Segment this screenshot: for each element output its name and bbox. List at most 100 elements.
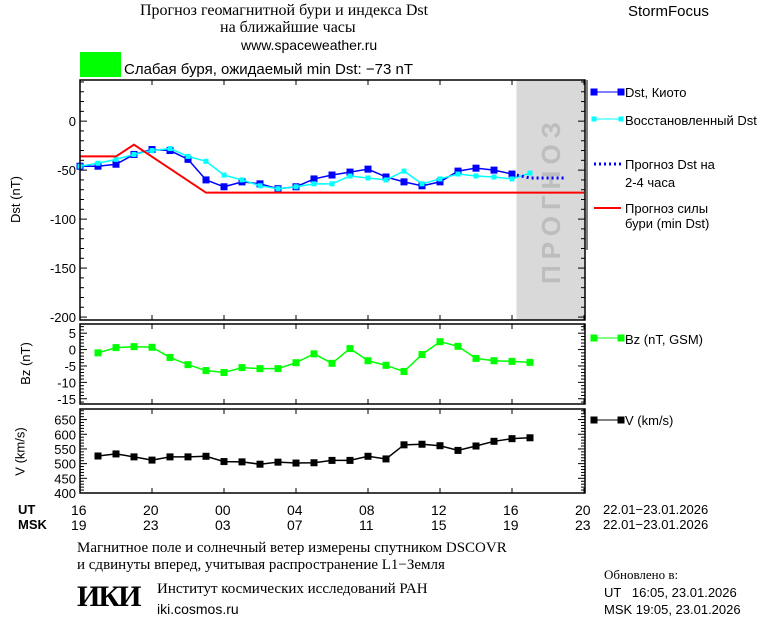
data-point — [292, 459, 300, 467]
forecast-region — [516, 80, 585, 320]
data-point — [436, 338, 444, 346]
data-point — [220, 369, 228, 377]
data-point — [364, 165, 372, 173]
data-point — [473, 173, 479, 179]
data-point — [419, 181, 425, 187]
data-point — [202, 367, 210, 375]
iki-logo: ИКИ — [77, 580, 141, 613]
legend-marker — [618, 116, 624, 122]
ut-tick-label: 20 — [143, 502, 159, 518]
y-tick-label: 450 — [54, 471, 76, 486]
data-point — [274, 458, 282, 466]
legend-marker — [617, 88, 625, 96]
ut-date-range: 22.01−23.01.2026 — [603, 502, 709, 517]
series-line-3-panel-1 — [511, 172, 566, 180]
y-tick-label: -50 — [57, 163, 76, 178]
data-point — [238, 364, 246, 372]
legend-dst-forecast: Прогноз Dst на 2-4 часа — [625, 157, 715, 190]
msk-tick-label: 23 — [575, 517, 591, 533]
series-line-2-panel-1 — [79, 147, 531, 190]
ut-tick-label: 04 — [287, 502, 303, 518]
data-point — [166, 353, 174, 361]
data-point — [130, 453, 138, 461]
data-point — [311, 181, 317, 187]
legend-marker — [617, 416, 625, 424]
legend-marker — [590, 416, 598, 424]
data-point — [490, 357, 498, 365]
data-point — [508, 435, 516, 443]
data-point — [436, 178, 444, 186]
data-point — [274, 365, 282, 373]
updated-ut: UT 16:05, 23.01.2026 — [604, 585, 737, 600]
data-point — [95, 160, 101, 166]
data-point — [490, 437, 498, 445]
data-point — [292, 359, 300, 367]
website-link[interactable]: www.spaceweather.ru — [241, 37, 378, 53]
brand-label: StormFocus — [628, 3, 709, 20]
data-point — [418, 350, 426, 358]
y-tick-label: 650 — [54, 413, 76, 428]
data-point — [310, 459, 318, 467]
data-point — [436, 442, 444, 450]
y-tick-label: -10 — [57, 375, 76, 390]
y-tick-label: -15 — [57, 392, 76, 407]
data-point — [509, 176, 515, 182]
data-point — [508, 170, 516, 178]
msk-date-range: 22.01−23.01.2026 — [603, 517, 709, 532]
data-point — [131, 151, 137, 157]
storm-status-text: Слабая буря, ожидаемый min Dst: −73 nT — [124, 61, 413, 78]
y-tick-label: 400 — [54, 486, 76, 501]
footer-note-line2: и сдвинуты вперед, учитывая распростране… — [77, 557, 445, 573]
series-line-1-panel-1 — [80, 148, 513, 190]
data-point — [310, 350, 318, 358]
data-point — [382, 173, 390, 181]
data-point — [382, 361, 390, 369]
data-point — [310, 175, 318, 183]
data-point — [257, 183, 263, 189]
data-point — [328, 359, 336, 367]
data-point — [346, 456, 354, 464]
data-point — [185, 153, 191, 159]
msk-tick-label: 15 — [431, 517, 447, 533]
legend-marker — [590, 334, 598, 342]
legend-marker — [590, 88, 598, 96]
panel-frame — [79, 323, 586, 405]
data-point — [149, 148, 155, 154]
data-point — [202, 452, 210, 460]
data-point — [400, 178, 408, 186]
data-point — [94, 452, 102, 460]
data-point — [490, 166, 498, 174]
legend-v: V (km/s) — [625, 413, 674, 428]
panel-frame — [79, 79, 586, 321]
data-point — [472, 164, 480, 172]
forecast-region-label: ПРОГНОЗ — [536, 116, 566, 284]
series-line-4-panel-1 — [80, 143, 584, 194]
msk-tick-label: 19 — [503, 517, 519, 533]
y-tick-label: -200 — [50, 310, 76, 325]
data-point — [256, 365, 264, 373]
legend-storm-forecast: Прогноз силы бури (min Dst) — [625, 201, 710, 231]
y-tick-label: 0 — [69, 114, 76, 129]
data-point — [346, 345, 354, 353]
data-point — [329, 181, 335, 187]
data-point — [148, 343, 156, 351]
data-point — [112, 344, 120, 352]
data-point — [202, 176, 210, 184]
data-point — [526, 434, 534, 442]
ut-tick-label: 12 — [431, 502, 447, 518]
institute-link[interactable]: iki.cosmos.ru — [157, 601, 239, 617]
msk-row-label: MSK — [18, 517, 47, 532]
data-point — [418, 440, 426, 448]
legend-dst-reconstructed: Восстановленный Dst — [625, 113, 757, 128]
data-point — [527, 170, 533, 176]
data-point — [401, 168, 407, 174]
data-point — [365, 175, 371, 181]
legend-marker — [617, 334, 625, 342]
data-point — [293, 184, 299, 190]
data-point — [437, 176, 443, 182]
data-point — [184, 155, 192, 163]
page-title: Прогноз геомагнитной бури и индекса Dst — [140, 2, 429, 19]
data-point — [166, 453, 174, 461]
msk-tick-label: 07 — [287, 517, 303, 533]
